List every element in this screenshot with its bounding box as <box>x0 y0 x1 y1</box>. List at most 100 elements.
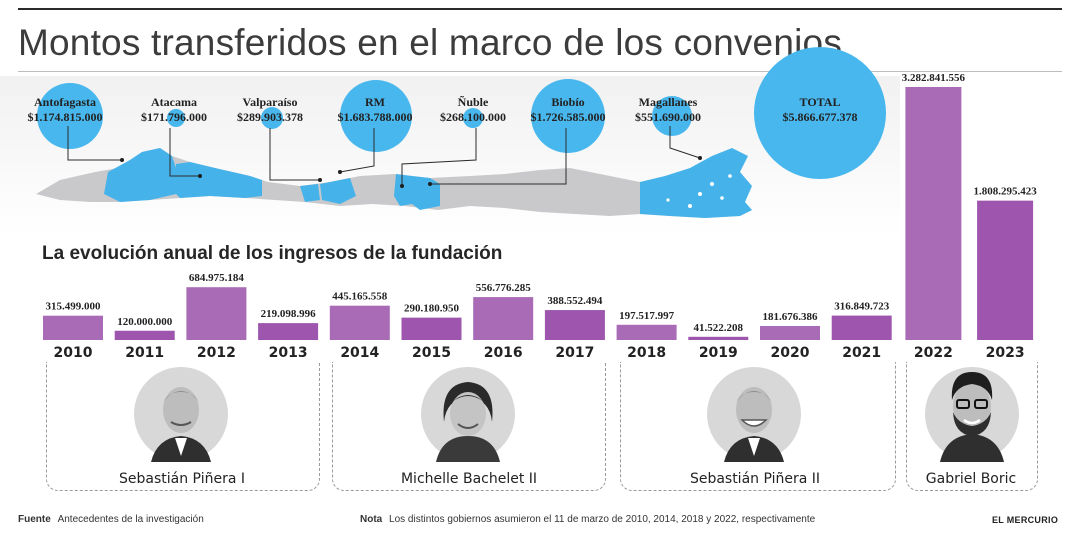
bubble-atacama <box>167 109 185 127</box>
year-label: 2017 <box>555 345 594 360</box>
gov-group-pinera-1 <box>46 362 320 491</box>
region-amount: $289.903.378 <box>237 110 303 124</box>
bar-value-label: 1.808.295.423 <box>973 186 1037 198</box>
region-name: Magallanes <box>638 95 698 109</box>
region-amount: $1.683.788.000 <box>337 110 413 124</box>
bar-value-label: 120.000.000 <box>117 316 173 328</box>
region-amount: $171.796.000 <box>141 110 207 124</box>
bar-value-label: 315.499.000 <box>46 301 102 313</box>
gov-name-bachelet-2: Michelle Bachelet II <box>386 471 552 487</box>
source-text: Antecedentes de la investigación <box>57 514 204 525</box>
portrait-pinera-2 <box>707 367 801 462</box>
region-label-atacama: Atacama $171.796.000 <box>122 95 226 125</box>
region-name: RM <box>365 95 385 109</box>
bar-chart: 315.499.000 2010 120.000.000 2011 684.975.18… <box>43 72 1037 360</box>
region-name: Ñuble <box>457 95 489 109</box>
bar-value-label: 316.849.723 <box>834 301 890 313</box>
bar-2018 <box>616 324 677 340</box>
bar-value-label: 290.180.950 <box>404 303 460 315</box>
year-label: 2022 <box>914 345 953 360</box>
year-label: 2018 <box>627 345 666 360</box>
portrait-pinera-1 <box>134 367 228 462</box>
page-title: Montos transferidos en el marco de los c… <box>18 22 843 63</box>
bar-2010 <box>43 315 103 340</box>
region-amount: $551.690.000 <box>635 110 701 124</box>
bar-2015 <box>401 317 462 340</box>
region-amount: $1.174.815.000 <box>27 110 103 124</box>
region-name: Atacama <box>151 95 197 109</box>
year-label: 2015 <box>412 345 451 360</box>
total-label: TOTAL <box>799 95 841 109</box>
bar-2012 <box>186 287 247 340</box>
gov-group-boric <box>906 362 1038 491</box>
source-label: Fuente <box>18 514 51 525</box>
region-bubbles <box>37 79 692 153</box>
top-rule <box>18 8 1062 10</box>
map-region-rm <box>320 178 356 204</box>
bubble-biobio <box>531 79 605 153</box>
map-region-antofagasta <box>104 148 178 202</box>
bubble-antofagasta <box>37 83 103 149</box>
bar-value-label: 181.676.386 <box>763 311 819 323</box>
bar-2014 <box>329 305 390 340</box>
map-region-valparaiso <box>300 184 320 202</box>
gov-group-bachelet-2 <box>332 362 606 491</box>
bar-value-label: 197.517.997 <box>619 310 675 322</box>
chile-map <box>0 76 900 236</box>
bar-value-label: 41.522.208 <box>694 322 744 334</box>
bubble-nuble <box>463 108 483 128</box>
bubble-valparaiso <box>261 107 283 129</box>
region-label-magallanes: Magallanes $551.690.000 <box>616 95 720 125</box>
bar-value-label: 219.098.996 <box>261 308 317 320</box>
bar-2019 <box>688 336 749 340</box>
year-label: 2023 <box>986 345 1025 360</box>
total-label-block: TOTAL $5.866.677.378 <box>760 95 880 125</box>
region-amount: $1.726.585.000 <box>530 110 606 124</box>
map-region-atacama <box>176 162 262 198</box>
map-country-outline <box>36 148 752 218</box>
region-amount: $268.100.000 <box>440 110 506 124</box>
region-label-antofagasta: Antofagasta $1.174.815.000 <box>10 95 120 125</box>
region-label-nuble: Ñuble $268.100.000 <box>420 95 526 125</box>
region-label-rm: RM $1.683.788.000 <box>320 95 430 125</box>
bar-2021 <box>831 315 892 340</box>
title-rule <box>18 71 1062 72</box>
bar-value-label: 684.975.184 <box>189 272 245 284</box>
gov-name-pinera-1: Sebastián Piñera I <box>107 471 257 487</box>
bar-value-label: 445.165.558 <box>332 291 388 303</box>
year-label: 2021 <box>842 345 881 360</box>
region-name: Biobío <box>551 95 585 109</box>
note-text: Los distintos gobiernos asumieron el 11 … <box>389 514 816 525</box>
bar-value-label: 3.282.841.556 <box>902 72 966 84</box>
footer-note: Nota Los distintos gobiernos asumieron e… <box>360 514 815 525</box>
bar-2013 <box>258 323 319 340</box>
map-region-nuble <box>394 174 412 206</box>
portrait-bachelet-2 <box>421 367 515 462</box>
bubble-magallanes <box>652 96 692 136</box>
bar-2011 <box>114 330 175 340</box>
bar-2016 <box>473 297 534 340</box>
year-label: 2019 <box>699 345 738 360</box>
region-label-valparaiso: Valparaíso $289.903.378 <box>218 95 322 125</box>
bar-2017 <box>544 310 605 340</box>
bar-2022 <box>905 87 962 340</box>
year-label: 2013 <box>269 345 308 360</box>
total-bubble <box>754 47 886 179</box>
chart-subtitle: La evolución anual de los ingresos de la… <box>42 243 503 264</box>
leader-lines <box>67 126 701 186</box>
bar-2023 <box>977 200 1034 340</box>
bar-value-label: 556.776.285 <box>476 282 532 294</box>
year-label: 2010 <box>54 345 93 360</box>
footer-source: Fuente Antecedentes de la investigación <box>18 514 204 525</box>
year-label: 2016 <box>484 345 523 360</box>
year-label: 2012 <box>197 345 236 360</box>
portrait-boric <box>925 367 1019 462</box>
bubble-rm <box>340 80 412 152</box>
region-name: Antofagasta <box>34 95 96 109</box>
bar-2020 <box>760 325 820 340</box>
year-label: 2011 <box>125 345 164 360</box>
bar-value-label: 388.552.494 <box>547 295 603 307</box>
leader-dots <box>120 156 702 188</box>
gov-group-pinera-2 <box>620 362 896 491</box>
